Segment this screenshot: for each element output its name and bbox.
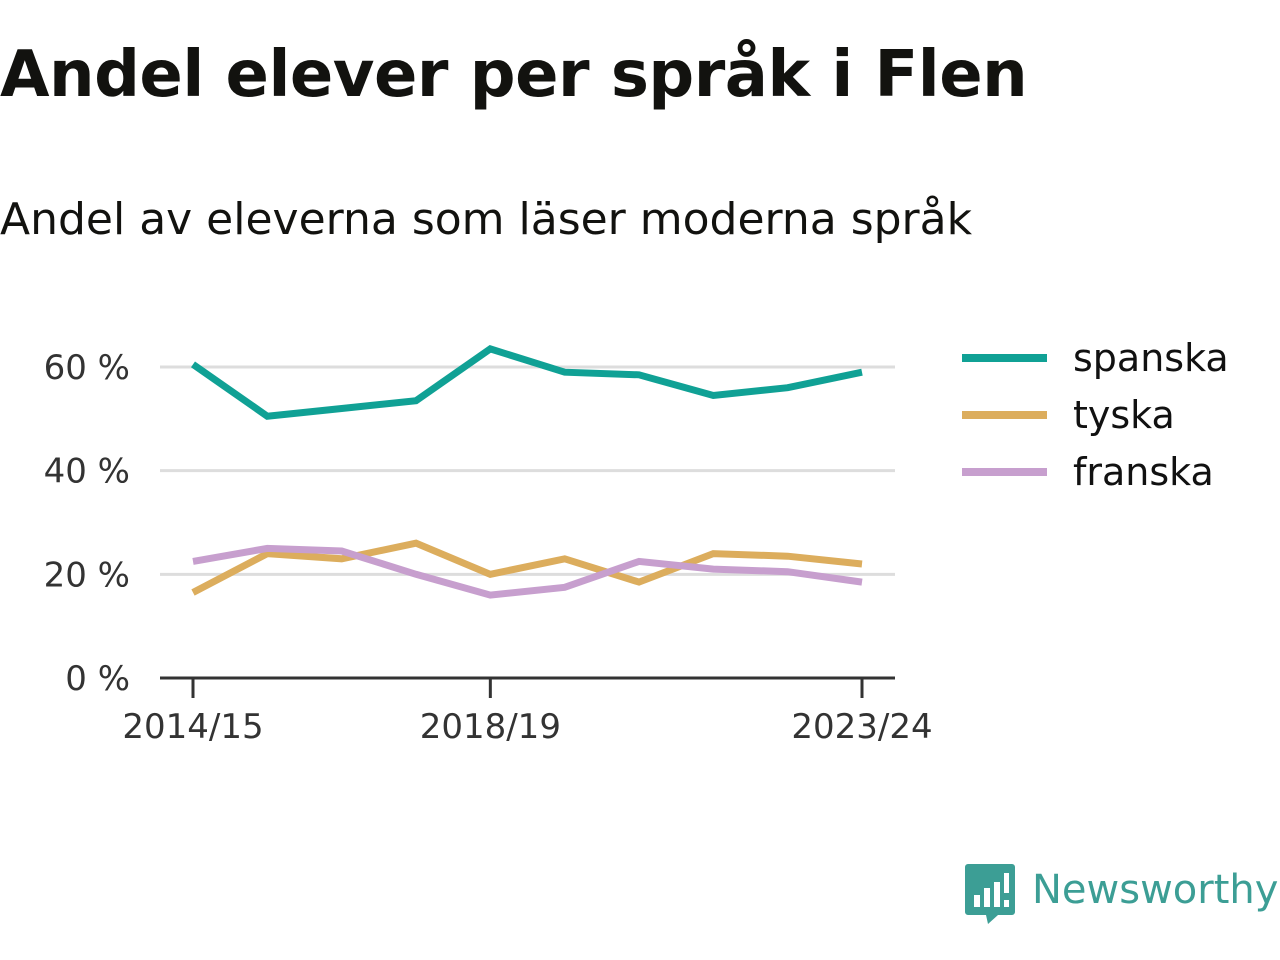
y-tick-label: 20 % <box>44 555 130 595</box>
brand-name: Newsworthy <box>1032 867 1279 913</box>
x-axis: 2014/15 2018/19 2023/24 <box>122 676 933 747</box>
chart-title: Andel elever per språk i Flen <box>0 38 1028 112</box>
logo-dot <box>1004 900 1009 907</box>
newsworthy-logo-icon <box>965 864 1015 924</box>
x-tick-label: 2018/19 <box>420 707 561 747</box>
y-tick-label: 0 % <box>65 659 130 699</box>
brand-logo: Newsworthy <box>964 862 1278 926</box>
legend-label-franska: franska <box>1073 450 1214 494</box>
logo-bar-2 <box>984 888 990 907</box>
chart-subtitle: Andel av eleverna som läser moderna språ… <box>0 194 973 245</box>
gridlines <box>160 365 895 576</box>
legend-label-spanska: spanska <box>1073 336 1229 380</box>
x-tick-label: 2014/15 <box>122 707 263 747</box>
series-lines <box>190 345 863 599</box>
y-tick-label: 40 % <box>44 452 130 492</box>
legend: spanska tyska franska <box>962 336 1229 494</box>
series-line-tyska <box>191 539 863 596</box>
logo-bar-1 <box>974 895 980 907</box>
y-tick-label: 60 % <box>44 348 130 388</box>
x-tick-label: 2023/24 <box>791 707 932 747</box>
series-line-spanska <box>190 345 863 420</box>
y-axis-ticks: 0 % 20 % 40 % 60 % <box>44 348 130 699</box>
series-line-franska <box>192 544 863 599</box>
legend-label-tyska: tyska <box>1073 393 1175 437</box>
logo-bar-3 <box>994 882 1000 907</box>
logo-bar-4 <box>1004 873 1009 893</box>
